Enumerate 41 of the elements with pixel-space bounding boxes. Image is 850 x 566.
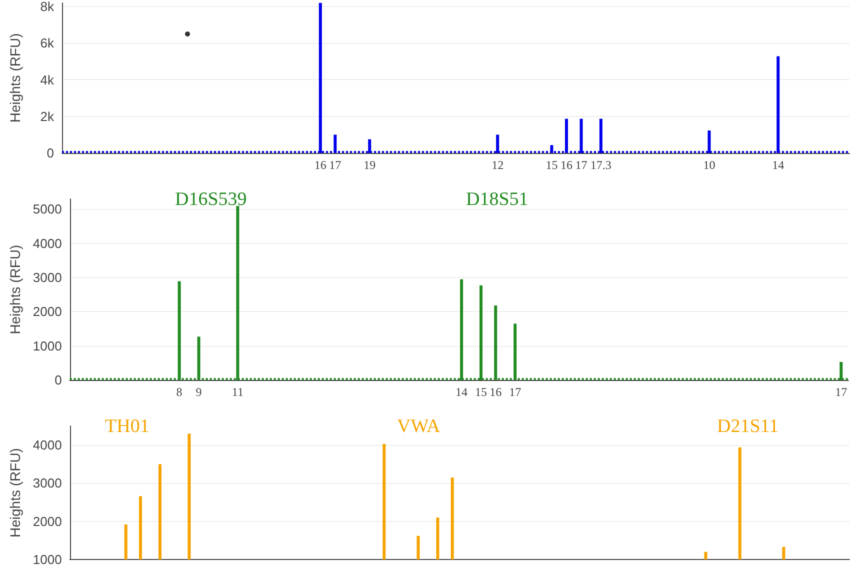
y-tick-label: 0 [54, 372, 62, 388]
annotation: VWA [397, 416, 441, 437]
y-axis-title: Heights (RFU) [7, 244, 23, 334]
x-tick-label: 16 [314, 158, 326, 172]
y-tick-label: 1000 [32, 338, 62, 354]
y-axis-title: Heights (RFU) [7, 33, 23, 123]
x-tick-label: 14 [456, 385, 468, 399]
annotation: TH01 [105, 416, 150, 437]
x-tick-label: 15 [546, 158, 558, 172]
x-tick-label: 17 [329, 158, 342, 172]
x-tick-label: 16 [560, 158, 572, 172]
y-tick-label: 4000 [32, 236, 62, 251]
x-tick-label: 10 [703, 158, 716, 172]
x-tick-label: 8 [176, 385, 182, 399]
y-tick-label: 8k [40, 0, 54, 14]
x-tick-label: 17 [509, 385, 522, 399]
y-tick-label: 4000 [32, 438, 62, 453]
x-tick-label: 17 [575, 158, 588, 172]
y-tick-label: 3000 [32, 270, 62, 286]
x-tick-label: 17.3 [590, 158, 612, 172]
y-tick-label: 2000 [32, 304, 62, 320]
annotation: D21S11 [717, 416, 779, 437]
x-tick-label: 14 [772, 158, 784, 172]
annotation: D16S539 [175, 189, 247, 210]
y-tick-label: 2000 [32, 514, 62, 529]
annotation: D18S51 [466, 189, 528, 210]
x-tick-label: 16 [490, 385, 502, 399]
y-tick-label: 1000 [32, 552, 62, 566]
y-tick-label: 2k [40, 108, 54, 124]
y-tick-label: 3000 [32, 476, 62, 491]
y-tick-label: 0 [46, 146, 54, 160]
y-tick-label: 5000 [32, 202, 62, 217]
x-tick-label: 19 [364, 158, 376, 172]
x-tick-label: 17 [835, 385, 848, 399]
x-tick-label: 12 [492, 158, 504, 172]
y-tick-label: 4k [40, 72, 54, 88]
x-tick-label: 9 [196, 385, 202, 399]
y-axis-title: Heights (RFU) [7, 448, 23, 538]
y-tick-label: 6k [40, 36, 54, 51]
x-tick-label: 15 [475, 385, 488, 399]
x-tick-label: 11 [232, 385, 244, 399]
